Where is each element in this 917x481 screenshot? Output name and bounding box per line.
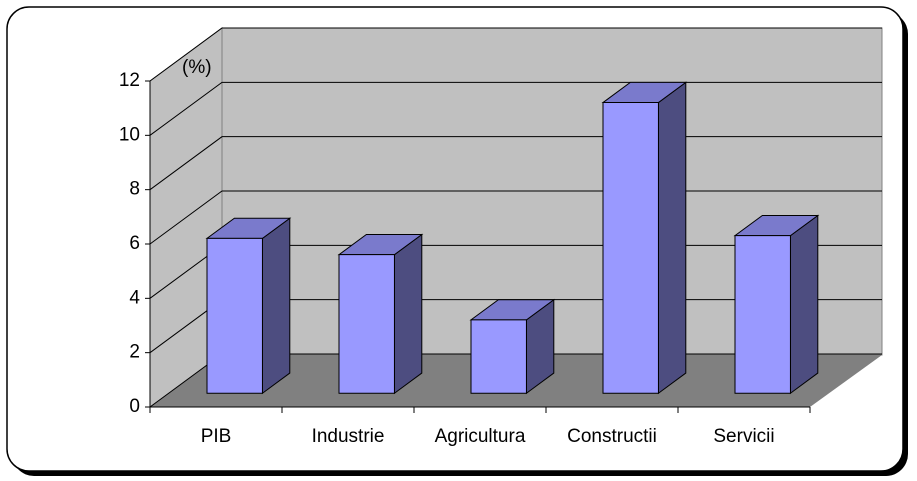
grid-line (149, 27, 882, 82)
y-tick-label: 8 (129, 179, 140, 200)
bar-side (393, 233, 423, 395)
y-tick-label: 4 (129, 287, 140, 308)
x-tick-label: Servicii (713, 426, 774, 447)
y-axis-label: (%) (182, 57, 212, 78)
y-tick-label: 0 (129, 396, 140, 417)
x-tick-label: PIB (201, 426, 232, 447)
bar-side (657, 81, 687, 395)
x-tick-label: Industrie (312, 426, 385, 447)
y-tick-label: 12 (119, 70, 140, 91)
bar (602, 102, 659, 394)
y-tick-label: 10 (119, 124, 140, 145)
x-tick-label: Constructii (567, 426, 657, 447)
bar (734, 235, 791, 394)
bar (470, 319, 527, 394)
bar (338, 254, 395, 394)
bar-side (261, 217, 291, 395)
bar (206, 237, 263, 394)
y-tick-label: 2 (129, 342, 140, 363)
plot: 0 2 4 6 8 10 12 PIB Industrie Agricultura Construc… (119, 27, 882, 447)
x-tick-label: Agricultura (435, 426, 526, 447)
y-tick-label: 6 (129, 233, 140, 254)
bar-side (789, 214, 819, 395)
